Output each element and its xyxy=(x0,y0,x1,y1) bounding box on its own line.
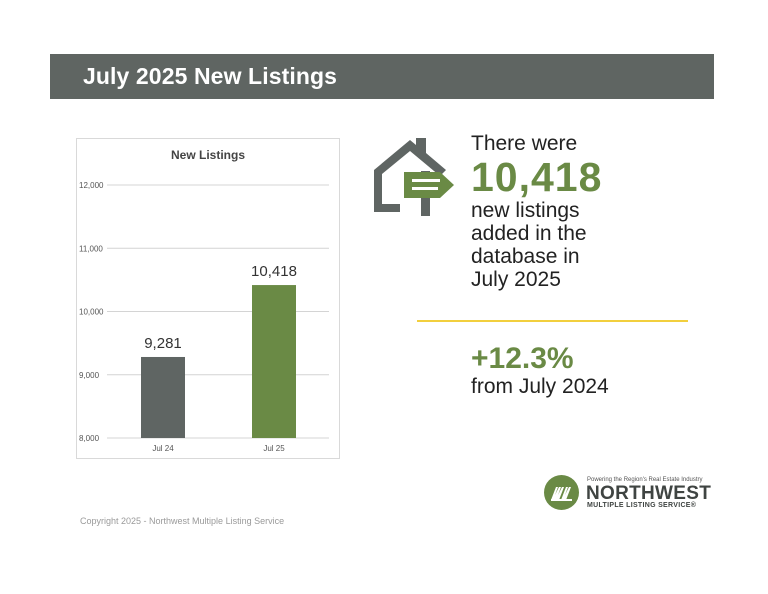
stat-intro: There were xyxy=(471,132,578,155)
copyright: Copyright 2025 - Northwest Multiple List… xyxy=(80,516,285,526)
data-label: 10,418 xyxy=(251,263,297,280)
change-block: +12.3% from July 2024 xyxy=(471,343,609,399)
change-from: from July 2024 xyxy=(471,375,609,398)
divider xyxy=(417,320,688,322)
stat-line: added in the xyxy=(471,222,587,245)
data-label: 9,281 xyxy=(144,335,182,352)
logo-name: NORTHWEST xyxy=(586,483,712,504)
y-tick-label: 10,000 xyxy=(79,308,104,317)
chart-title: New Listings xyxy=(171,148,245,162)
x-tick-label: Jul 24 xyxy=(152,444,174,453)
bar xyxy=(141,356,185,438)
x-tick-label: Jul 25 xyxy=(263,444,285,453)
nwmls-logo-icon xyxy=(544,475,579,510)
page-title: July 2025 New Listings xyxy=(83,63,338,89)
chart-svg: New Listings 8,000 9,000 10,000 11,000 12,000… xyxy=(79,148,329,453)
stat-number: 10,418 xyxy=(471,154,603,200)
nwmls-logo: Powering the Region's Real Estate Indust… xyxy=(543,473,711,513)
bar xyxy=(252,285,296,438)
house-signpost-icon xyxy=(374,138,454,216)
stat-line: July 2025 xyxy=(471,268,561,291)
new-listings-chart: New Listings 8,000 9,000 10,000 11,000 12,000… xyxy=(76,138,340,459)
stat-line: new listings xyxy=(471,199,580,222)
y-tick-label: 11,000 xyxy=(79,244,103,253)
y-tick-label: 12,000 xyxy=(79,181,104,190)
logo-tagline: Powering the Region's Real Estate Indust… xyxy=(587,477,703,483)
stat-line: database in xyxy=(471,245,580,268)
logo-subtitle: MULTIPLE LISTING SERVICE® xyxy=(587,502,697,509)
stat-block: There were 10,418 new listings added in … xyxy=(471,132,603,292)
change-percent: +12.3% xyxy=(471,342,574,375)
header-banner: July 2025 New Listings xyxy=(50,54,714,99)
y-tick-label: 9,000 xyxy=(79,371,100,380)
y-tick-label: 8,000 xyxy=(79,434,100,443)
